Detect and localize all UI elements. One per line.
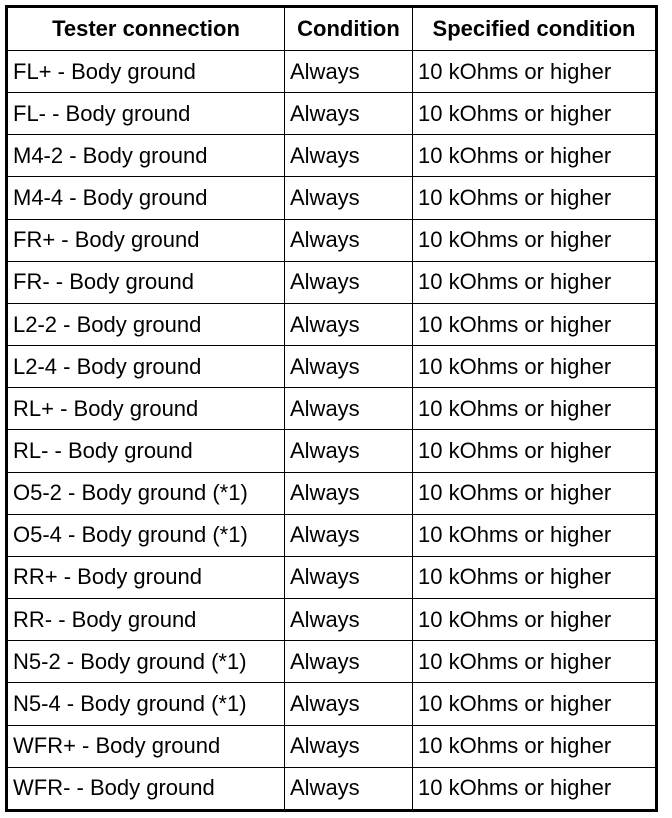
condition-cell: Always xyxy=(284,471,413,515)
condition-cell: Always xyxy=(284,345,413,389)
table-row: O5-4 - Body ground (*1) Always 10 kOhms or… xyxy=(6,513,657,557)
specified-condition-cell: 10 kOhms or higher xyxy=(412,176,657,220)
tester-connection-cell: FR- - Body ground xyxy=(6,260,285,304)
condition-cell: Always xyxy=(284,92,413,136)
condition-cell: Always xyxy=(284,260,413,304)
tester-connection-cell: FR+ - Body ground xyxy=(6,218,285,262)
condition-cell: Always xyxy=(284,598,413,642)
tester-connection-cell: RL- - Body ground xyxy=(6,429,285,473)
table-row: N5-4 - Body ground (*1) Always 10 kOhms or… xyxy=(6,682,657,726)
specified-condition-cell: 10 kOhms or higher xyxy=(412,134,657,178)
tester-connection-cell: M4-4 - Body ground xyxy=(6,176,285,220)
tester-connection-cell: N5-2 - Body ground (*1) xyxy=(6,640,285,684)
specified-condition-cell: 10 kOhms or higher xyxy=(412,555,657,600)
table-row: O5-2 - Body ground (*1) Always 10 kOhms or… xyxy=(6,471,657,515)
condition-cell: Always xyxy=(284,49,413,94)
specified-condition-cell: 10 kOhms or higher xyxy=(412,260,657,304)
condition-cell: Always xyxy=(284,555,413,600)
table-row: RL+ - Body ground Always 10 kOhms or highe… xyxy=(6,387,657,431)
tester-connection-cell: WFR- - Body ground xyxy=(6,766,285,812)
condition-cell: Always xyxy=(284,640,413,684)
table-row: FL+ - Body ground Always 10 kOhms or highe… xyxy=(6,49,657,94)
condition-cell: Always xyxy=(284,766,413,812)
resistance-spec-table: Tester connection Condition Specified co… xyxy=(5,5,658,812)
specified-condition-cell: 10 kOhms or higher xyxy=(412,682,657,726)
specified-condition-cell: 10 kOhms or higher xyxy=(412,387,657,431)
tester-connection-cell: L2-4 - Body ground xyxy=(6,345,285,389)
table-row: FL- - Body ground Always 10 kOhms or highe… xyxy=(6,92,657,136)
specified-condition-cell: 10 kOhms or higher xyxy=(412,345,657,389)
specified-condition-cell: 10 kOhms or higher xyxy=(412,471,657,515)
tester-connection-cell: N5-4 - Body ground (*1) xyxy=(6,682,285,726)
table-row: RR- - Body ground Always 10 kOhms or highe… xyxy=(6,598,657,642)
table-row: L2-2 - Body ground Always 10 kOhms or high… xyxy=(6,302,657,347)
specified-condition-cell: 10 kOhms or higher xyxy=(412,640,657,684)
specified-condition-cell: 10 kOhms or higher xyxy=(412,92,657,136)
header-tester-connection: Tester connection xyxy=(6,6,285,51)
tester-connection-cell: WFR+ - Body ground xyxy=(6,724,285,768)
condition-cell: Always xyxy=(284,682,413,726)
tester-connection-cell: FL- - Body ground xyxy=(6,92,285,136)
tester-connection-cell: RR- - Body ground xyxy=(6,598,285,642)
table-row: RL- - Body ground Always 10 kOhms or highe… xyxy=(6,429,657,473)
tester-connection-cell: O5-4 - Body ground (*1) xyxy=(6,513,285,557)
tester-connection-cell: L2-2 - Body ground xyxy=(6,302,285,347)
specified-condition-cell: 10 kOhms or higher xyxy=(412,724,657,768)
condition-cell: Always xyxy=(284,218,413,262)
table-row: N5-2 - Body ground (*1) Always 10 kOhms or… xyxy=(6,640,657,684)
condition-cell: Always xyxy=(284,513,413,557)
tester-connection-cell: O5-2 - Body ground (*1) xyxy=(6,471,285,515)
table-row: FR- - Body ground Always 10 kOhms or highe… xyxy=(6,260,657,304)
specified-condition-cell: 10 kOhms or higher xyxy=(412,302,657,347)
condition-cell: Always xyxy=(284,134,413,178)
tester-connection-cell: RR+ - Body ground xyxy=(6,555,285,600)
specified-condition-cell: 10 kOhms or higher xyxy=(412,429,657,473)
specified-condition-cell: 10 kOhms or higher xyxy=(412,49,657,94)
table-row: M4-2 - Body ground Always 10 kOhms or high… xyxy=(6,134,657,178)
condition-cell: Always xyxy=(284,724,413,768)
table-row: L2-4 - Body ground Always 10 kOhms or high… xyxy=(6,345,657,389)
table-row: FR+ - Body ground Always 10 kOhms or highe… xyxy=(6,218,657,262)
tester-connection-cell: RL+ - Body ground xyxy=(6,387,285,431)
table-row: M4-4 - Body ground Always 10 kOhms or high… xyxy=(6,176,657,220)
condition-cell: Always xyxy=(284,176,413,220)
header-row: Tester connection Condition Specified co… xyxy=(6,6,657,51)
condition-cell: Always xyxy=(284,302,413,347)
specified-condition-cell: 10 kOhms or higher xyxy=(412,598,657,642)
specified-condition-cell: 10 kOhms or higher xyxy=(412,218,657,262)
table-row: WFR- - Body ground Always 10 kOhms or high… xyxy=(6,766,657,812)
specified-condition-cell: 10 kOhms or higher xyxy=(412,766,657,812)
table-row: RR+ - Body ground Always 10 kOhms or highe… xyxy=(6,555,657,600)
header-specified-condition: Specified condition xyxy=(412,6,657,51)
condition-cell: Always xyxy=(284,387,413,431)
tester-connection-cell: FL+ - Body ground xyxy=(6,49,285,94)
specified-condition-cell: 10 kOhms or higher xyxy=(412,513,657,557)
tester-connection-cell: M4-2 - Body ground xyxy=(6,134,285,178)
table-row: WFR+ - Body ground Always 10 kOhms or high… xyxy=(6,724,657,768)
condition-cell: Always xyxy=(284,429,413,473)
header-condition: Condition xyxy=(284,6,413,51)
